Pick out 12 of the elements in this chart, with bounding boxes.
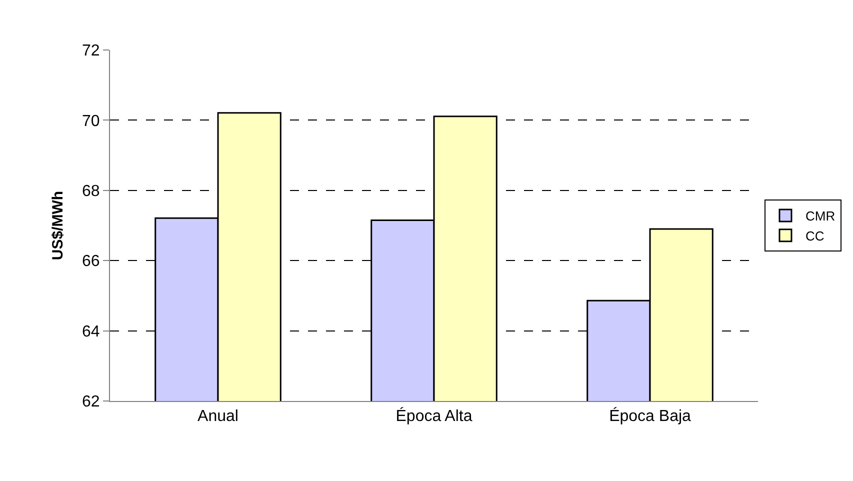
y-axis-title: US$/MWh [49,190,66,260]
y-tick-label: 62 [82,394,100,411]
legend-label: CC [805,228,824,244]
x-tick-label: Época Baja [609,407,692,426]
y-tick-label: 68 [82,183,100,200]
y-tick-label: 64 [82,323,100,340]
x-tick-label: Época Alta [396,407,472,426]
y-tick-label: 72 [82,42,100,60]
y-tick-label: 66 [82,253,100,270]
y-tick-label: 70 [82,112,100,130]
legend-label: CMR [805,208,836,224]
x-tick-label: Anual [198,408,238,426]
